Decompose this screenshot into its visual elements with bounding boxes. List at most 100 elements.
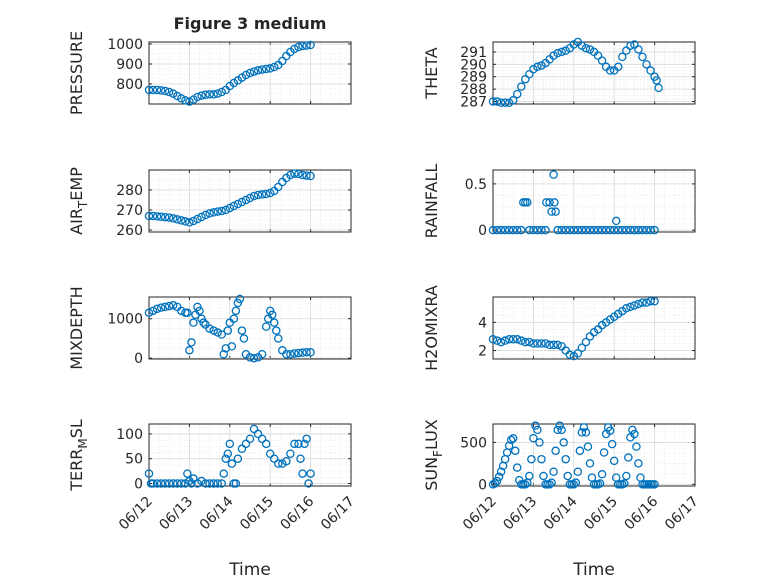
terrmsl-point (225, 439, 235, 449)
airtemp-point (233, 199, 243, 209)
terrmsl-point (294, 439, 303, 449)
h2omixra-point (537, 339, 546, 348)
airtemp-point (298, 170, 307, 180)
rainfall-point (611, 216, 621, 226)
pressure-point (209, 90, 218, 99)
mixdepth-point (290, 349, 299, 358)
rainfall-point (557, 225, 566, 235)
airtemp-point (144, 211, 154, 221)
airtemp-point (290, 169, 299, 178)
pressure-point (197, 91, 206, 100)
mixdepth-point (261, 322, 271, 331)
sunflux-point (575, 446, 585, 456)
terrmsl-point (213, 479, 222, 488)
h2omixra-point (577, 343, 587, 352)
airtemp-y-tick-label-270: 270 (116, 203, 143, 219)
terrmsl-point (160, 479, 170, 488)
pressure-point (290, 44, 299, 54)
airtemp-point (225, 203, 235, 213)
pressure-point (257, 65, 267, 74)
airtemp-point (261, 189, 271, 199)
sunflux-ylabel: SUNFLUX (422, 419, 445, 491)
mixdepth-point (306, 348, 315, 357)
airtemp-point (249, 191, 259, 201)
theta-point (525, 69, 534, 79)
sunflux-point (561, 454, 570, 464)
sunflux-point (537, 454, 546, 464)
airtemp-point (197, 212, 206, 222)
theta-point (492, 97, 502, 106)
h2omixra-point (553, 340, 562, 350)
pressure-y-tick-label-900: 900 (116, 57, 143, 73)
rainfall-point (561, 225, 570, 235)
rainfall-point (646, 225, 655, 235)
terrmsl-point (298, 469, 307, 478)
sunflux-point (581, 428, 591, 437)
terrmsl-point (189, 474, 198, 483)
figure-title: Figure 3 medium (174, 14, 327, 33)
terrmsl-axes-frame (148, 423, 352, 487)
h2omixra-point (630, 301, 639, 310)
theta-point (508, 96, 518, 105)
theta-point (605, 66, 615, 75)
rainfall-point (569, 225, 579, 235)
theta-point (597, 56, 607, 65)
theta-y-tick-label-291: 291 (460, 45, 487, 61)
terrmsl-point (269, 454, 279, 463)
h2omixra-axes-frame (492, 296, 696, 360)
airtemp-ylabel: AIRTEMP (67, 167, 90, 235)
theta-point (593, 51, 603, 60)
h2omixra-point (549, 340, 558, 350)
pressure-point (160, 86, 170, 96)
mixdepth-point (229, 314, 239, 323)
airtemp-point (294, 169, 303, 179)
airtemp-point (173, 215, 182, 224)
h2omixra-point (500, 336, 510, 345)
rainfall-ylabel: RAINFALL (422, 164, 441, 239)
sunflux-point (529, 433, 538, 443)
sunflux-y-tick-label-500: 500 (460, 435, 487, 451)
mixdepth-series (144, 294, 315, 363)
terrmsl-point (183, 469, 192, 478)
airtemp-point (241, 195, 251, 205)
pressure-point (185, 97, 194, 106)
rainfall-point (541, 225, 550, 235)
rainfall-point (581, 225, 591, 235)
rainfall-point (545, 198, 554, 207)
sunflux-point (510, 446, 520, 456)
sunflux-point (583, 442, 593, 451)
terrmsl-point (245, 434, 255, 444)
rainfall-point (488, 225, 498, 235)
mixdepth-point (227, 342, 237, 351)
pressure-point (249, 67, 259, 76)
terrmsl-ylabel-suffix: SL (67, 419, 86, 438)
pressure-point (241, 70, 251, 80)
terrmsl-point (237, 444, 247, 454)
sunflux-point (512, 463, 522, 472)
theta-point (638, 52, 647, 62)
pressure-point (269, 62, 279, 72)
theta-axes-frame (492, 41, 696, 105)
sunflux-point (595, 479, 605, 488)
theta-point (496, 98, 506, 108)
h2omixra-point (508, 335, 518, 344)
terrmsl-point (156, 479, 166, 488)
pressure-point (164, 87, 174, 97)
sunflux-point (607, 439, 617, 449)
rainfall-point (609, 225, 619, 235)
terrmsl-point (296, 454, 305, 463)
terrmsl-point (144, 469, 154, 478)
airtemp-point (148, 211, 158, 221)
h2omixra-point (517, 336, 526, 345)
airtemp-ylabel-sub: T (76, 200, 90, 209)
mixdepth-point (239, 334, 249, 343)
mixdepth-point (298, 348, 307, 357)
pressure-point (261, 64, 271, 74)
theta-ylabel: THETA (422, 47, 441, 99)
pressure-point (156, 86, 166, 95)
mixdepth-ylabel: MIXDEPTH (67, 286, 86, 369)
rainfall-point (549, 170, 558, 179)
airtemp-axes-frame (148, 169, 352, 233)
h2omixra-point (488, 335, 498, 344)
sunflux-point (535, 438, 544, 447)
